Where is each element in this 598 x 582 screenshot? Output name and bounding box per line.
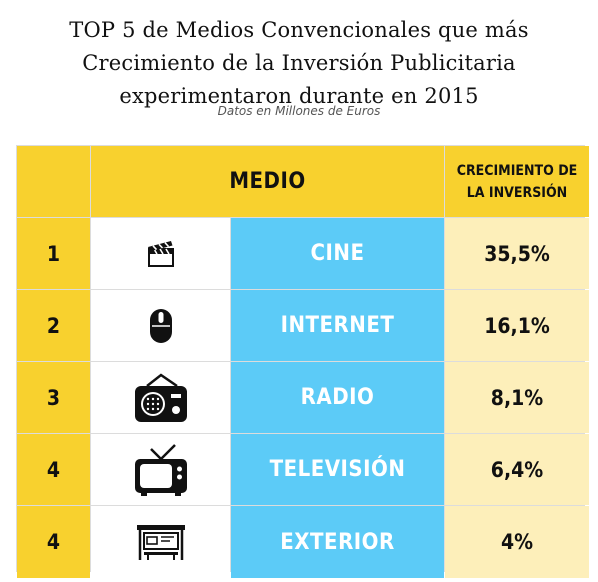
medium-cell: EXTERIOR [231, 506, 444, 578]
icon-cell [91, 434, 230, 505]
title-line-2: Crecimiento de la Inversión Publicitaria [82, 51, 516, 75]
ranking-table: MEDIO CRECIMIENTO DE LA INVERSIÓN 1 CINE… [16, 145, 589, 578]
icon-cell [91, 506, 230, 578]
value-cell: 6,4% [445, 434, 589, 505]
chart-subtitle: Datos en Millones de Euros [217, 104, 381, 118]
rank-cell: 4 [17, 434, 90, 505]
medium-cell: CINE [231, 218, 444, 289]
rank-cell: 1 [17, 218, 90, 289]
value-cell: 8,1% [445, 362, 589, 433]
icon-cell [91, 218, 230, 289]
medium-cell: TELEVISIÓN [231, 434, 444, 505]
header-medio: MEDIO [91, 146, 444, 217]
title-line-3: experimentaron durante en 2015 [119, 84, 479, 108]
header-growth: CRECIMIENTO DE LA INVERSIÓN [445, 146, 589, 217]
value-cell: 35,5% [445, 218, 589, 289]
medium-cell: RADIO [231, 362, 444, 433]
medium-cell: INTERNET [231, 290, 444, 361]
header-rank-cell [17, 146, 90, 217]
title-line-1: TOP 5 de Medios Convencionales que más [69, 18, 529, 42]
rank-cell: 2 [17, 290, 90, 361]
mouse-icon [149, 308, 172, 343]
icon-cell [91, 290, 230, 361]
radio-icon [134, 372, 187, 422]
value-cell: 4% [445, 506, 589, 578]
value-cell: 16,1% [445, 290, 589, 361]
chart-title: TOP 5 de Medios Convencionales que más C… [0, 14, 598, 113]
bus-stop-icon [136, 525, 185, 560]
television-icon [134, 443, 187, 496]
rank-cell: 3 [17, 362, 90, 433]
rank-cell: 4 [17, 506, 90, 578]
clapperboard-icon [147, 240, 174, 267]
icon-cell [91, 362, 230, 433]
